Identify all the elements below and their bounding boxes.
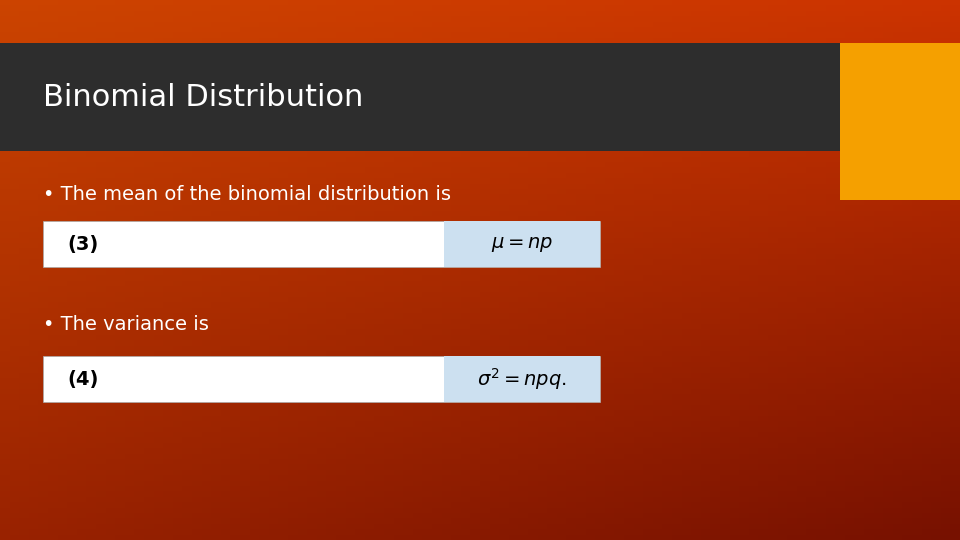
Text: • The mean of the binomial distribution is: • The mean of the binomial distribution … [43, 185, 451, 204]
Text: $\mu = np$: $\mu = np$ [491, 235, 553, 254]
FancyBboxPatch shape [0, 43, 840, 151]
FancyBboxPatch shape [43, 221, 600, 267]
FancyBboxPatch shape [43, 356, 600, 402]
Text: (4): (4) [67, 370, 99, 389]
Text: Binomial Distribution: Binomial Distribution [43, 83, 364, 112]
FancyBboxPatch shape [840, 43, 960, 200]
Text: $\sigma^2 = npq.$: $\sigma^2 = npq.$ [477, 367, 567, 392]
Text: • The variance is: • The variance is [43, 314, 209, 334]
FancyBboxPatch shape [444, 221, 600, 267]
FancyBboxPatch shape [444, 356, 600, 402]
Text: (3): (3) [67, 235, 99, 254]
